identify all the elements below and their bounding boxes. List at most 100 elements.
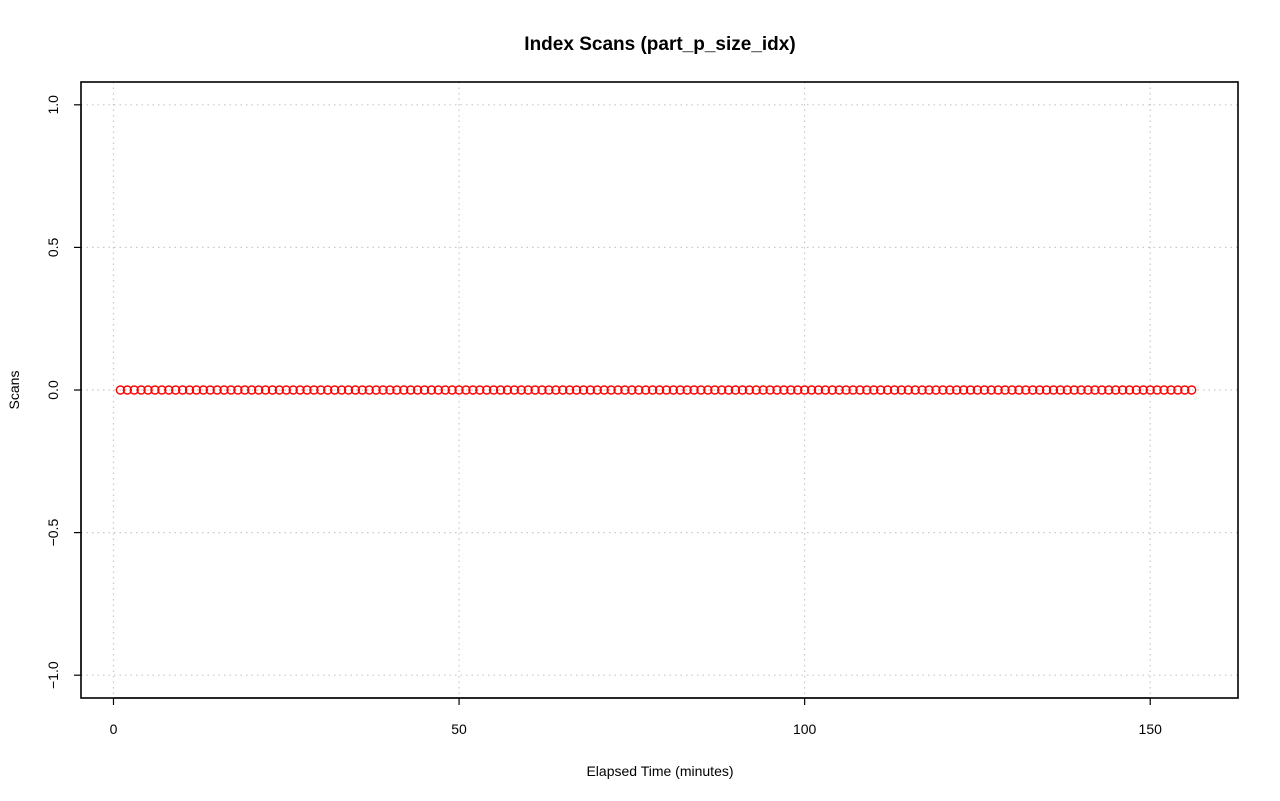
data-point [634, 385, 644, 395]
data-point [793, 385, 803, 395]
data-point [592, 385, 602, 395]
data-point [412, 385, 423, 395]
data-point [875, 385, 886, 395]
data-point [689, 385, 699, 395]
y-tick-label: 1.0 [45, 95, 61, 115]
data-point [447, 385, 457, 395]
data-point [834, 385, 844, 395]
grid-lines [81, 82, 1238, 698]
data-point [786, 385, 796, 395]
data-point [516, 385, 526, 395]
data-point [986, 385, 996, 395]
data-point [440, 385, 450, 395]
data-point [336, 385, 347, 395]
data-point [1028, 385, 1038, 395]
y-tick-label: −0.5 [45, 519, 61, 547]
data-point [1186, 385, 1197, 395]
data-point [931, 385, 941, 395]
x-tick-label: 50 [451, 721, 467, 737]
data-point [751, 385, 761, 395]
data-point [495, 385, 506, 395]
data-point [1048, 385, 1059, 395]
data-point [288, 385, 298, 395]
data-point [1083, 385, 1093, 395]
data-point [1041, 385, 1052, 395]
data-point [564, 385, 575, 395]
data-point [405, 385, 416, 395]
data-point [558, 385, 568, 395]
data-point [585, 385, 596, 395]
data-point [841, 385, 851, 395]
data-point [827, 385, 837, 395]
data-point [316, 385, 326, 395]
data-point [889, 385, 900, 395]
data-point [765, 385, 775, 395]
data-point [184, 385, 195, 395]
data-point [820, 385, 831, 395]
data-point [723, 385, 734, 395]
data-point [730, 385, 741, 395]
data-point [509, 385, 520, 395]
data-point [1021, 385, 1031, 395]
data-point [364, 385, 374, 395]
data-point [399, 385, 409, 395]
data-point [703, 385, 713, 395]
data-point [1138, 385, 1149, 395]
data-point [578, 385, 589, 395]
data-point [903, 385, 914, 395]
data-point [682, 385, 692, 395]
data-point [696, 385, 706, 395]
data-point [772, 385, 782, 395]
y-axis: −1.0 −0.5 0.0 0.5 1.0 [45, 95, 82, 689]
data-point [281, 385, 291, 395]
data-point [219, 385, 229, 395]
data-point [675, 385, 685, 395]
data-point [240, 385, 250, 395]
data-point [1159, 385, 1169, 395]
data-point [1014, 385, 1024, 395]
data-point [813, 385, 824, 395]
data-point [164, 385, 174, 395]
data-point [551, 385, 561, 395]
data-point [1090, 385, 1100, 395]
data-point [1117, 385, 1128, 395]
data-point [1062, 385, 1072, 395]
data-point [654, 385, 665, 395]
data-point [150, 385, 160, 395]
data-point [668, 385, 679, 395]
data-point [212, 385, 222, 395]
data-point [253, 385, 264, 395]
data-point [115, 385, 126, 395]
data-point [295, 385, 305, 395]
x-tick-label: 0 [110, 721, 118, 737]
data-point [661, 385, 672, 395]
data-point [613, 385, 623, 395]
data-point [233, 385, 243, 395]
data-point [882, 385, 893, 395]
data-point [502, 385, 513, 395]
data-point [710, 385, 720, 395]
data-point [979, 385, 990, 395]
data-point [1034, 385, 1045, 395]
data-point [945, 385, 955, 395]
data-point [647, 385, 658, 395]
data-point [475, 385, 485, 395]
x-axis: 0 50 100 150 [110, 697, 1163, 737]
data-point [1173, 385, 1183, 395]
data-point [419, 385, 430, 395]
data-point [274, 385, 285, 395]
data-point [1131, 385, 1142, 395]
data-point [758, 385, 768, 395]
data-point [779, 385, 789, 395]
data-point [302, 385, 312, 395]
data-point [129, 385, 139, 395]
data-point [640, 385, 651, 395]
data-point [530, 385, 540, 395]
data-point [1007, 385, 1017, 395]
x-tick-label: 150 [1139, 721, 1163, 737]
data-point [461, 385, 471, 395]
data-point [965, 385, 976, 395]
data-point [205, 385, 215, 395]
data-point [951, 385, 962, 395]
